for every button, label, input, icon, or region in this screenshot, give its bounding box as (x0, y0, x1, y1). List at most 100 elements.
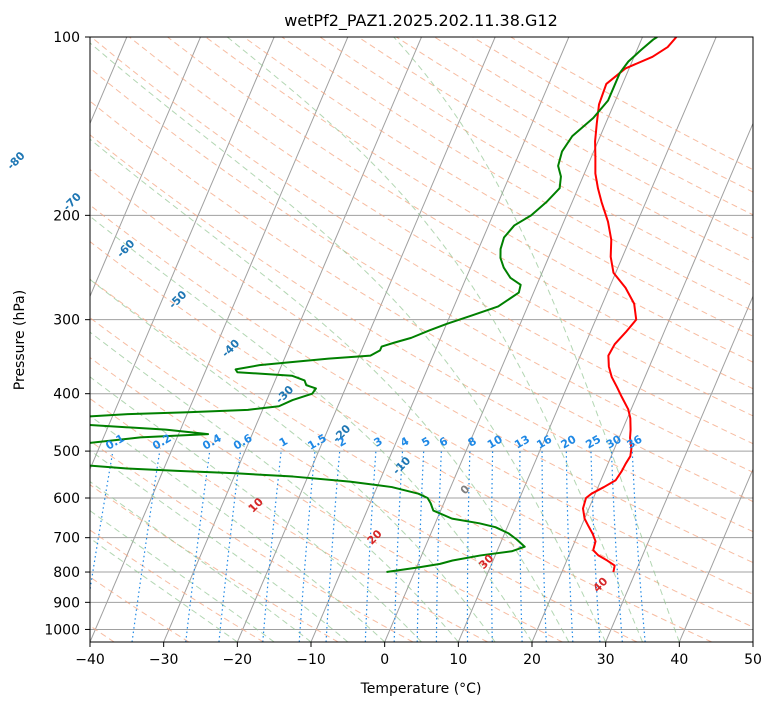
mixing-ratio-line (490, 451, 494, 642)
mixing-ratio-line (610, 451, 623, 642)
mixing-ratio-line (416, 451, 425, 642)
mixing-ratio-line (631, 451, 646, 642)
dry-adiabat-line (205, 37, 753, 363)
x-tick-label: 30 (597, 652, 615, 668)
dry-adiabat-line (90, 37, 753, 445)
mixing-ratio-label: 0.6 (231, 431, 255, 452)
dry-adiabat-label: 20 (365, 527, 385, 547)
x-axis-ticks: −40 −30 −20 −10 0 10 20 30 40 50 (75, 642, 762, 668)
x-tick-label: −30 (149, 652, 179, 668)
x-tick-label: −40 (75, 652, 105, 668)
mixing-ratio-line (565, 451, 574, 642)
sounding-profiles (90, 37, 678, 574)
mixing-ratio-line (393, 451, 404, 642)
mixing-ratio-label: 25 (583, 433, 603, 452)
y-tick-label: 200 (53, 208, 80, 224)
isotherm-line (90, 37, 201, 298)
x-tick-label: 10 (449, 652, 467, 668)
isotherm-label: -10 (390, 454, 413, 477)
x-axis-label: Temperature (°C) (360, 681, 482, 697)
moist-adiabat-line (90, 481, 312, 642)
isotherm-line (90, 37, 349, 642)
mixing-ratio-line (519, 451, 523, 642)
isotherm-line (605, 295, 753, 642)
y-tick-label: 800 (53, 565, 80, 581)
dry-adiabat-line (434, 37, 753, 216)
dry-adiabat-line (281, 37, 753, 312)
mixing-ratio-label: 20 (559, 432, 579, 451)
mixing-ratio-label: 13 (512, 433, 532, 452)
isotherm-label: -60 (114, 237, 137, 260)
moist-adiabat-line (90, 42, 607, 642)
background-lines (90, 37, 753, 642)
mixing-ratio-line (131, 451, 161, 642)
mixing-ratio-label: 3 (372, 435, 385, 450)
mixing-ratio-line (364, 451, 377, 642)
isotherm-line (384, 37, 643, 642)
moist-adiabat-line (90, 376, 422, 642)
isotherm-line (310, 37, 570, 642)
mixing-ratio-label: 5 (419, 435, 432, 450)
dry-adiabat-line (90, 397, 488, 642)
mixing-ratio-label: 36 (625, 432, 645, 451)
y-axis-label: Pressure (hPa) (12, 290, 28, 390)
isotherm-label: -30 (273, 383, 296, 406)
mixing-ratio-line (218, 451, 242, 642)
x-tick-label: 0 (380, 652, 389, 668)
x-tick-label: 40 (670, 652, 688, 668)
isotherm-line (678, 467, 753, 642)
dewpoint-profile-line (90, 37, 658, 574)
mixing-ratio-line (541, 451, 547, 642)
dry-adiabat-label: 40 (590, 575, 610, 595)
plot-frame (89, 36, 754, 643)
line-labels: -100-90-80-70-60-50-40-30-20-10010203040… (4, 149, 645, 595)
mixing-ratio-label: 30 (604, 432, 624, 451)
y-tick-label: 500 (53, 444, 80, 460)
dry-adiabat-line (167, 37, 753, 390)
moist-adiabat-line (393, 37, 680, 642)
moist-adiabat-line (90, 138, 570, 642)
y-tick-label: 1000 (44, 622, 80, 638)
y-tick-label: 700 (53, 531, 80, 547)
mixing-ratio-label: 0.2 (150, 432, 173, 453)
dry-adiabat-line (243, 37, 753, 337)
mixing-ratio-label: 1 (277, 435, 290, 450)
dry-adiabat-line (90, 241, 753, 628)
isotherm-line (163, 37, 422, 642)
x-tick-label: −20 (223, 652, 253, 668)
dry-adiabat-line (90, 440, 414, 642)
dry-adiabat-line (510, 37, 753, 171)
y-tick-label: 900 (53, 595, 80, 611)
mixing-ratio-label: 0.1 (103, 432, 126, 453)
moist-adiabat-line (90, 215, 533, 642)
x-tick-label: 50 (744, 652, 762, 668)
moist-adiabat-line (90, 510, 275, 642)
mixing-ratio-line (298, 451, 316, 642)
dry-adiabat-line (90, 204, 753, 595)
dry-adiabat-line (129, 37, 753, 417)
dry-adiabat-line (90, 134, 753, 533)
moist-adiabat-line (226, 37, 643, 642)
x-tick-label: −10 (296, 652, 326, 668)
mixing-ratio-line (90, 450, 114, 594)
x-tick-label: 20 (523, 652, 541, 668)
mixing-ratio-label: 10 (485, 432, 505, 451)
mixing-ratio-line (185, 451, 211, 642)
mixing-ratio-label: 6 (437, 434, 450, 449)
y-tick-label: 300 (53, 313, 80, 329)
moist-adiabat-line (90, 537, 238, 642)
moist-adiabat-line (90, 449, 349, 642)
dry-adiabat-line (90, 484, 339, 642)
isotherm-label: 0 (458, 482, 473, 497)
isotherm-line (457, 37, 717, 642)
mixing-ratio-line (262, 451, 282, 642)
isotherm-label: -50 (166, 288, 189, 311)
dry-adiabat-line (90, 576, 190, 642)
isotherm-label: -80 (4, 149, 27, 172)
isotherm-label: -40 (219, 337, 242, 360)
dry-adiabat-line (90, 168, 753, 564)
dry-adiabat-line (90, 356, 563, 642)
y-tick-label: 100 (53, 30, 80, 46)
chart-title: wetPf2_PAZ1.2025.202.11.38.G12 (284, 11, 558, 31)
